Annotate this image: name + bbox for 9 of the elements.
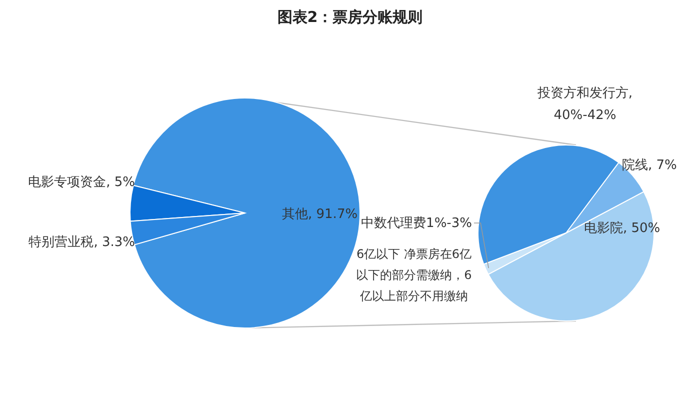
chart-title: 图表2：票房分账规则	[277, 8, 423, 26]
slice-label: 特别营业税, 3.3%	[28, 235, 135, 250]
slice-label: 中数代理费1%-3%	[361, 216, 472, 231]
slice-label: 其他, 91.7%	[282, 207, 358, 222]
text: 6亿以下 净票房在6亿以下的部分需缴纳，6亿以上部分不用缴纳	[356, 247, 472, 303]
slice-label: 电影院, 50%	[584, 221, 660, 236]
slice-label: 电影专项资金, 5%	[28, 175, 135, 190]
slice-label: 院线, 7%	[622, 158, 677, 173]
slice-label: 投资方和发行方, 40%-42%	[536, 85, 633, 123]
